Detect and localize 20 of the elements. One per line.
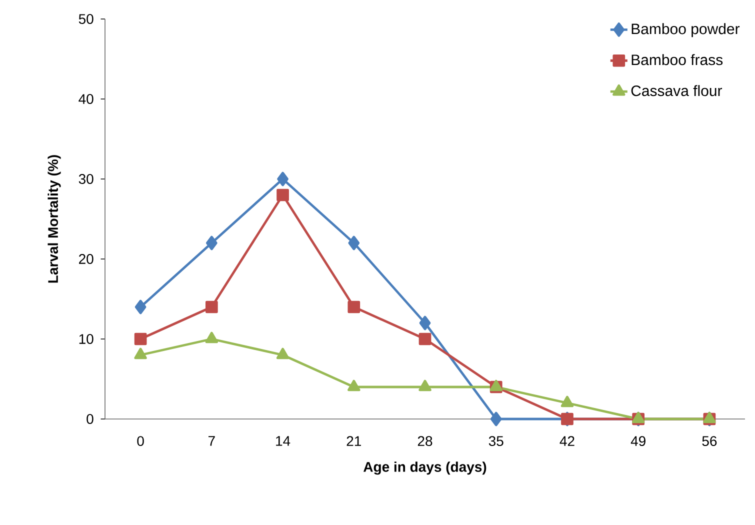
x-tick-label: 7 <box>208 436 215 446</box>
x-tick-label: 49 <box>630 436 646 446</box>
legend-label: Cassava flour <box>631 85 722 96</box>
y-tick-label: 40 <box>78 94 94 104</box>
x-tick-label: 35 <box>488 436 504 446</box>
x-axis-title: Age in days (days) <box>363 462 486 475</box>
x-tick-label: 42 <box>560 436 574 446</box>
x-tick-label: 0 <box>137 436 144 446</box>
y-tick-label: 20 <box>79 254 94 264</box>
y-tick-label: 0 <box>86 414 94 424</box>
y-tick-label: 50 <box>78 14 94 24</box>
x-tick-label: 14 <box>276 436 290 446</box>
x-tick-label: 56 <box>702 436 717 446</box>
y-tick-label: 30 <box>78 174 94 184</box>
legend-label: Bamboo frass <box>632 54 723 66</box>
legend-label: Bamboo powder <box>632 23 740 38</box>
x-tick-label: 21 <box>346 436 361 446</box>
y-axis-title: Larval Mortality (%) <box>48 155 61 283</box>
x-tick-label: 28 <box>418 436 432 446</box>
y-tick-label: 10 <box>79 334 94 344</box>
